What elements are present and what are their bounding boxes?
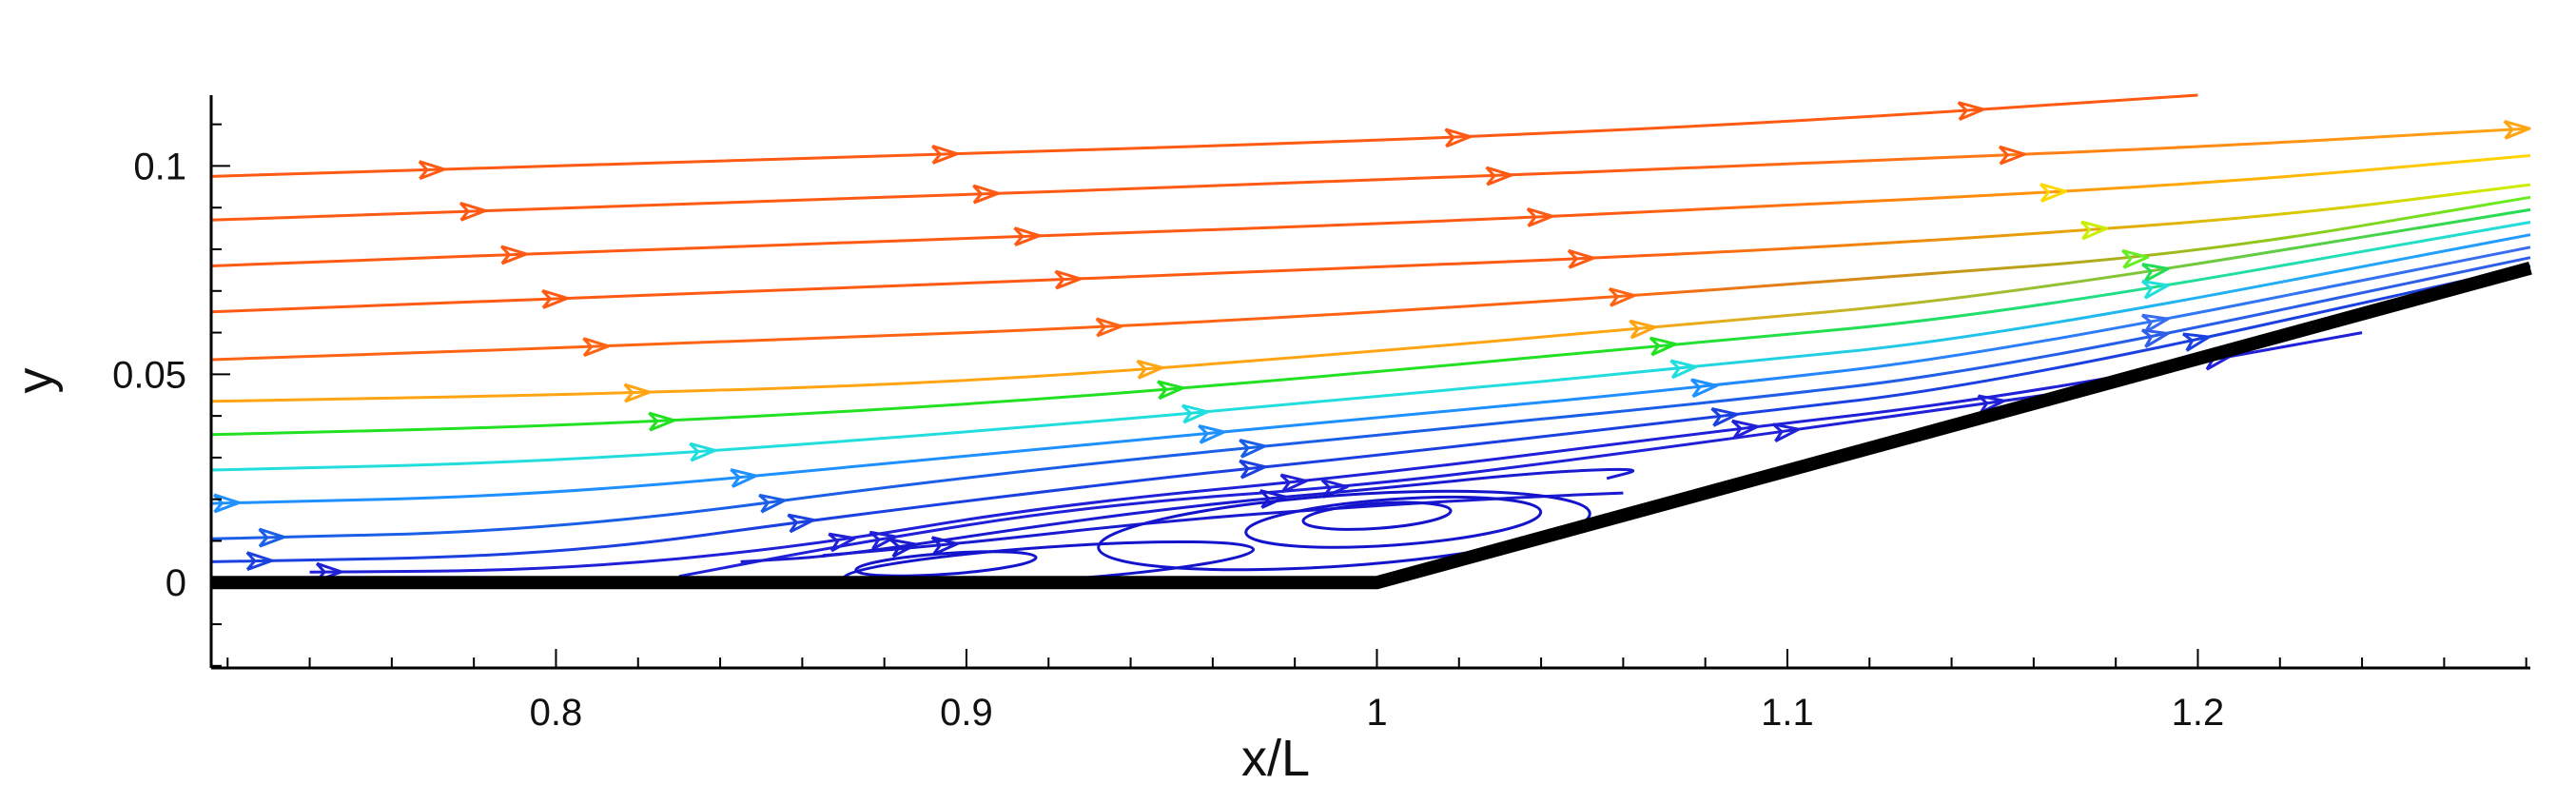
streamline-arrow	[1239, 438, 1267, 459]
streamline-arrow	[2079, 220, 2109, 241]
streamline-arrow	[1567, 248, 1595, 269]
streamline-arrow	[868, 530, 898, 551]
streamline-arrow	[1485, 166, 1513, 186]
streamline-arrow	[1259, 489, 1288, 509]
streamline-arrow	[582, 337, 611, 358]
y-axis-title: y	[7, 368, 64, 394]
recirculation-loop	[854, 550, 1038, 578]
streamline-arrow	[2503, 120, 2531, 140]
x-tick-label: 0.9	[940, 692, 993, 734]
streamline-arrow	[1669, 359, 1698, 380]
streamline	[210, 265, 2531, 563]
streamline-arrow	[1013, 226, 1042, 246]
ticks: 0.8 0.9 1 1.1 1.2 0 0.05 0.1	[112, 123, 2527, 734]
streamline-arrow	[758, 493, 787, 514]
streamline	[210, 233, 2531, 472]
streamline	[210, 154, 2531, 267]
streamline-arrow	[2140, 328, 2170, 348]
streamline-arrow	[623, 383, 652, 403]
streamline-arrow	[787, 513, 815, 534]
streamline-arrow	[1998, 145, 2026, 166]
y-tick-label: 0	[166, 562, 186, 604]
streamline-arrow	[730, 468, 758, 488]
recirculation-loop	[1301, 500, 1453, 531]
streamline-arrow	[2121, 248, 2150, 269]
streamline	[210, 93, 2198, 178]
streamline-arrow	[1730, 419, 1760, 440]
streamline-arrow	[212, 493, 241, 514]
streamline-arrow	[1198, 423, 1226, 444]
streamline	[210, 127, 2531, 222]
streamline-arrow	[418, 160, 446, 181]
streamline-arrow	[2141, 280, 2170, 300]
streamline-arrow	[1095, 317, 1123, 338]
streamline-arrow	[245, 551, 274, 572]
streamline-arrow	[1977, 394, 2006, 415]
streamline-arrow	[1239, 459, 1267, 480]
streamline-arrow	[648, 411, 676, 432]
streamline-arrow	[2182, 332, 2211, 352]
streamline-arrow	[1136, 359, 1164, 380]
streamline-arrow	[1649, 336, 1677, 357]
streamline-arrow	[1526, 207, 1554, 227]
streamline-arrow	[459, 201, 487, 222]
streamline-arrow	[1608, 286, 1636, 307]
streamline-arrow	[931, 144, 959, 165]
wall-line	[211, 261, 2532, 590]
streamline-arrow	[1156, 380, 1185, 401]
streamline	[210, 183, 2531, 314]
streamline	[309, 331, 2363, 574]
streamline-arrow	[1444, 128, 1473, 148]
wall-geometry	[211, 261, 2532, 590]
streamline-arrow	[2141, 263, 2170, 283]
streamline-arrow	[1689, 378, 1719, 399]
streamline	[210, 221, 2531, 437]
y-tick-label: 0.1	[133, 146, 186, 187]
streamline	[822, 491, 1624, 558]
axes	[209, 95, 2530, 670]
streamline-arrow	[1629, 319, 1657, 340]
streamlines	[210, 93, 2531, 588]
streamline-arrow	[541, 289, 569, 309]
y-tick-label: 0.05	[112, 354, 186, 396]
streamline-arrow	[2140, 313, 2170, 334]
recirculation-loop	[1097, 489, 1591, 572]
x-tick-label: 1.2	[2172, 692, 2225, 734]
x-axis-title: x/L	[1241, 730, 1310, 785]
streamline	[210, 245, 2531, 505]
x-tick-label: 1.1	[1761, 692, 1814, 734]
x-tick-label: 0.8	[530, 692, 583, 734]
streamline-arrow	[930, 536, 959, 557]
streamline-arrow	[1279, 473, 1308, 494]
x-tick-label: 1	[1366, 692, 1387, 734]
streamline-arrow	[258, 527, 286, 548]
streamline-arrow	[1054, 269, 1083, 290]
streamline-arrow	[689, 442, 717, 462]
streamline	[210, 195, 2531, 362]
streamline	[210, 207, 2531, 403]
streamline-arrow	[1181, 403, 1210, 424]
recirculation-loop	[1244, 495, 1543, 549]
streamline-arrow	[972, 184, 1000, 205]
streamline-arrow	[2039, 183, 2067, 203]
streamline-arrow	[499, 245, 528, 265]
streamline-arrow	[1710, 407, 1739, 427]
streamline-arrow	[889, 538, 918, 559]
streamline-arrow	[1957, 101, 1985, 121]
streamline	[678, 389, 2076, 579]
streamline-arrow	[1771, 422, 1801, 442]
streamline	[210, 256, 2531, 540]
